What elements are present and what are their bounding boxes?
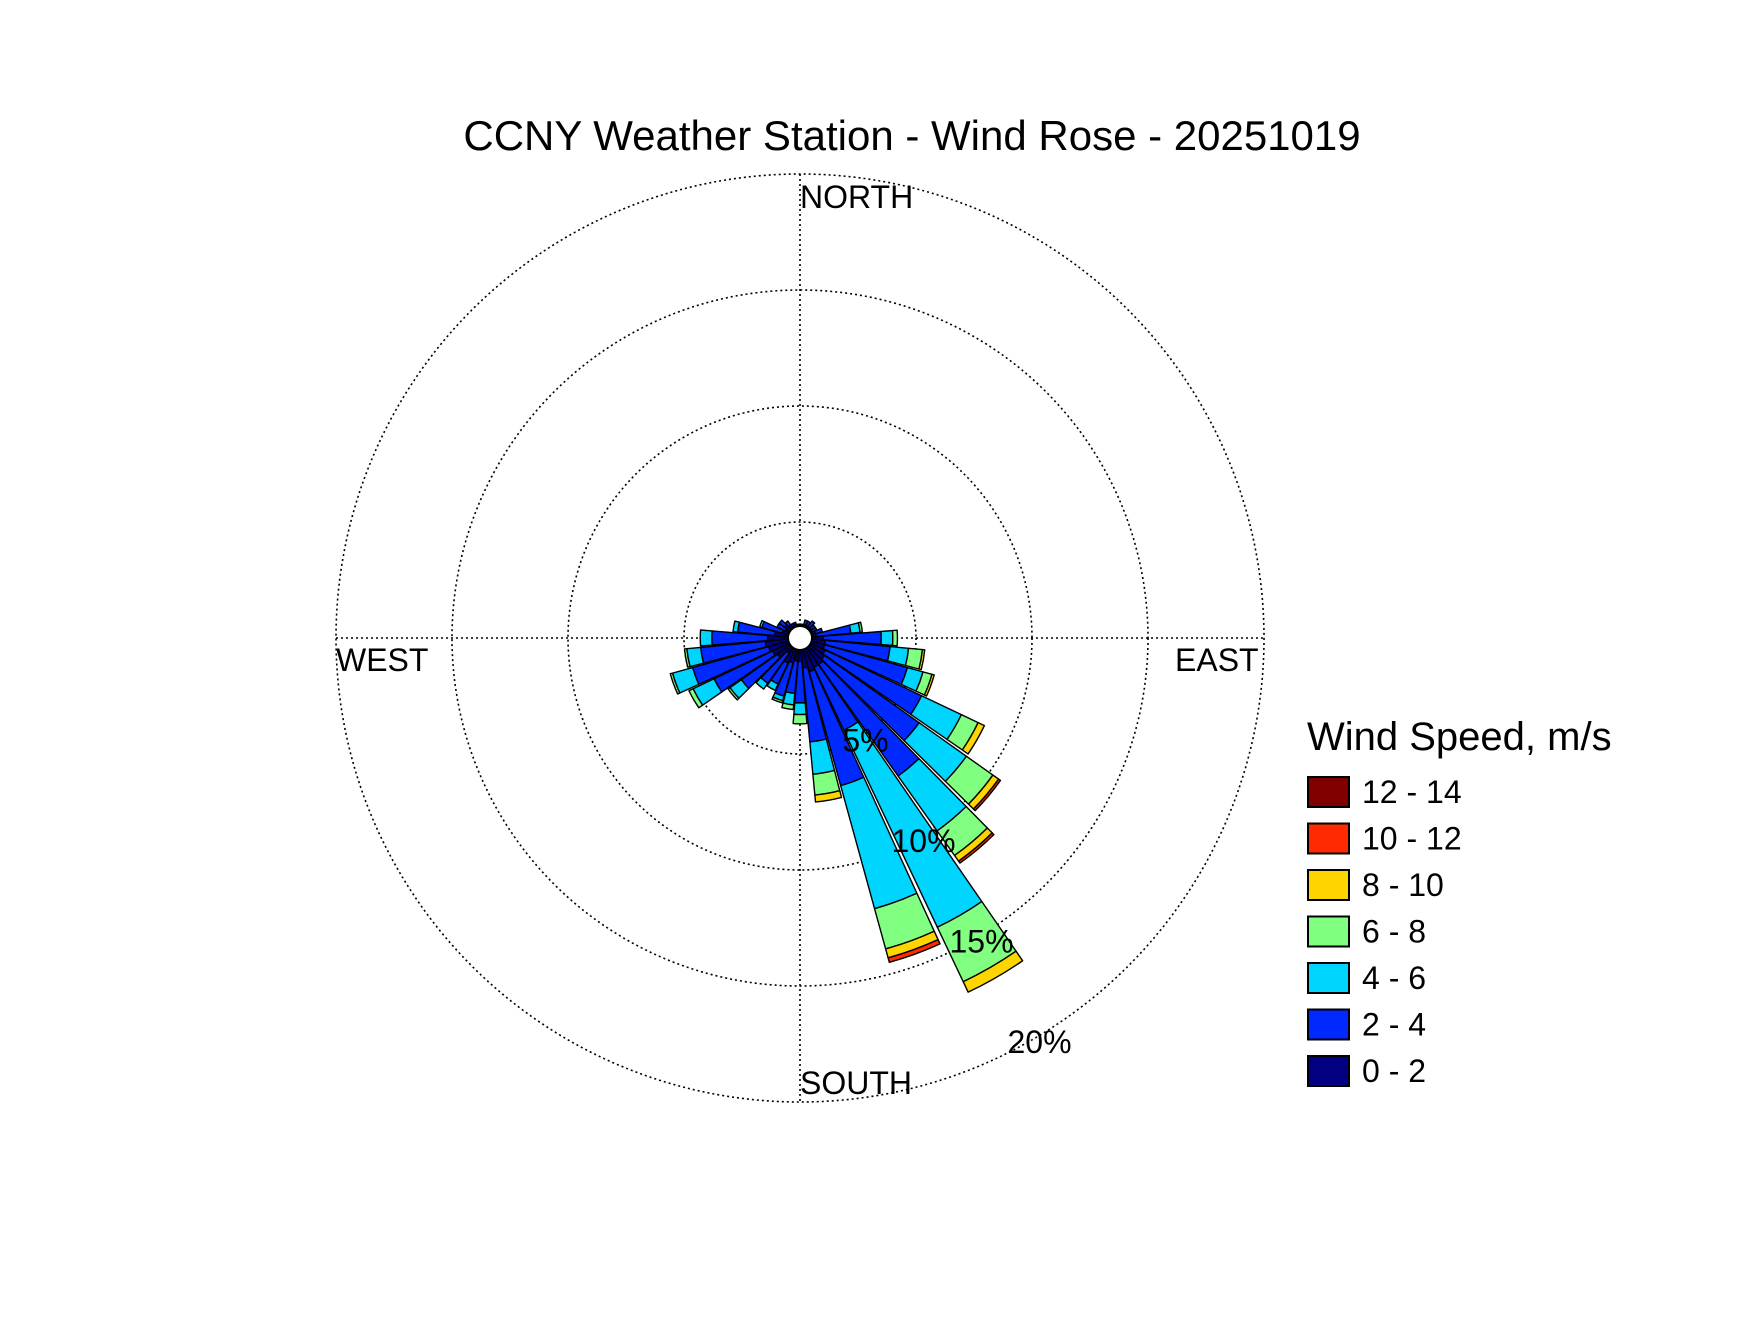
sector-190deg-6-8: [781, 702, 795, 711]
sector-290deg-4-6: [759, 619, 765, 629]
sector-110deg-8-10: [923, 673, 935, 697]
legend-swatch: [1307, 915, 1350, 948]
sector-210deg-4-6: [766, 679, 779, 692]
legend-swatch: [1307, 1008, 1350, 1041]
sector-130deg-10-12: [972, 778, 1002, 812]
sector-240deg-6-8: [688, 688, 704, 709]
legend-swatch: [1307, 822, 1350, 855]
legend-label: 0 - 2: [1362, 1053, 1426, 1089]
sector-80deg-6-8: [857, 621, 864, 634]
sector-100deg-8-10: [918, 648, 926, 671]
radial-tick-labels: 5% 10% 15% 20%: [842, 722, 1071, 1059]
sector-120deg-8-10: [961, 721, 986, 755]
sector-180deg-4-6: [793, 702, 807, 716]
sector-250deg-6-8: [669, 672, 681, 695]
legend-title: Wind Speed, m/s: [1307, 715, 1612, 759]
sector-180deg-6-8: [792, 713, 808, 725]
sector-320deg-2-4: [784, 620, 792, 628]
sector-90deg-6-8: [891, 629, 899, 647]
sector-340deg-2-4: [792, 621, 797, 627]
compass-label-east: EAST: [1175, 642, 1259, 678]
legend-label: 6 - 8: [1362, 914, 1426, 950]
sector-160deg-10-12: [887, 938, 941, 964]
legend-swatch: [1307, 962, 1350, 994]
sector-150deg-8-10: [962, 950, 1024, 993]
legend-label: 10 - 12: [1362, 821, 1462, 857]
sector-200deg-6-8: [771, 696, 784, 704]
sector-90deg-4-6: [880, 629, 894, 647]
legend-swatch: [1307, 869, 1350, 901]
sector-310deg-2-4: [778, 619, 788, 628]
chart-title: CCNY Weather Station - Wind Rose - 20251…: [463, 112, 1360, 159]
sector-280deg-4-6: [732, 620, 741, 633]
radial-tick-label-20: 20%: [1007, 1024, 1071, 1060]
legend-label: 12 - 14: [1362, 774, 1462, 810]
sector-270deg-4-6: [699, 629, 713, 647]
sector-220deg-4-6: [755, 676, 769, 690]
sector-230deg-6-8: [727, 687, 740, 701]
polar-grid: [335, 173, 1265, 1103]
radial-tick-label-15: 15%: [949, 923, 1013, 959]
compass-label-south: SOUTH: [800, 1065, 912, 1101]
wind-rose-bars: [669, 619, 1024, 993]
legend-swatch: [1307, 1055, 1350, 1087]
sector-170deg-8-10: [814, 789, 843, 803]
compass-label-west: WEST: [336, 642, 428, 678]
legend-label: 4 - 6: [1362, 960, 1426, 996]
legend-swatch: [1307, 776, 1350, 808]
sector-260deg-6-8: [683, 648, 691, 668]
radial-tick-label-5: 5%: [842, 722, 888, 758]
compass-label-north: NORTH: [800, 179, 913, 215]
legend-label: 2 - 4: [1362, 1007, 1426, 1043]
radial-tick-label-10: 10%: [891, 823, 955, 859]
sector-140deg-10-12: [957, 832, 995, 864]
legend-label: 8 - 10: [1362, 867, 1444, 903]
sector-40deg-2-4: [807, 620, 816, 629]
legend: Wind Speed, m/s 12 - 14 10 - 12 8 - 10 6 - …: [1307, 715, 1612, 1089]
center-calm-circle: [787, 625, 813, 651]
